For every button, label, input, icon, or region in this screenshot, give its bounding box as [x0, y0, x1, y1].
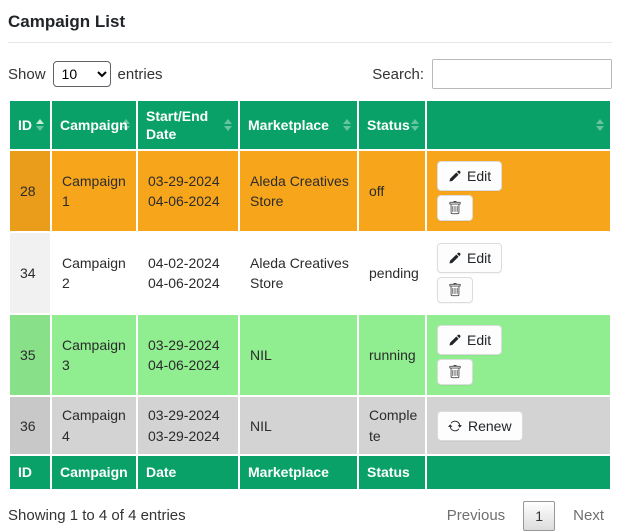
delete-button[interactable] — [437, 277, 473, 304]
cell-actions: Edit — [427, 315, 610, 395]
pencil-icon — [448, 252, 461, 265]
trash-icon — [448, 201, 462, 215]
sort-arrows-icon — [411, 119, 419, 132]
cell-marketplace: Aleda Creatives Store — [250, 173, 349, 210]
edit-button[interactable]: Edit — [437, 161, 503, 192]
cell-date: 03-29-2024 04-06-2024 — [148, 173, 220, 210]
footer-campaign: Campaign — [52, 455, 136, 489]
table-footer-row: ID Campaign Date Marketplace Status — [10, 455, 610, 489]
previous-page-button[interactable]: Previous — [446, 507, 506, 525]
table-bottom-bar: Showing 1 to 4 of 4 entries Previous 1 N… — [8, 500, 612, 531]
cell-id: 36 — [10, 397, 50, 454]
table-header-row: ID Campaign Start/End Date Marketplace — [10, 101, 610, 150]
cell-status: Complete — [369, 407, 418, 444]
sort-arrows-icon — [224, 119, 232, 132]
delete-button[interactable] — [437, 359, 473, 386]
table-row: 34 Campaign 2 04-02-2024 04-06-2024 Aled… — [10, 233, 610, 314]
header-status[interactable]: Status — [359, 101, 425, 150]
search-input[interactable] — [432, 59, 612, 89]
trash-icon — [448, 365, 462, 379]
cell-id: 28 — [10, 151, 50, 232]
cell-actions: Renew — [427, 397, 610, 454]
cell-actions: Edit — [427, 233, 610, 313]
trash-icon — [448, 283, 462, 297]
header-id[interactable]: ID — [10, 101, 50, 150]
pencil-icon — [448, 170, 461, 183]
header-marketplace[interactable]: Marketplace — [240, 101, 357, 150]
cell-date: 03-29-2024 04-06-2024 — [148, 337, 220, 374]
search-label: Search: — [372, 65, 424, 83]
edit-button[interactable]: Edit — [437, 325, 503, 356]
header-actions[interactable] — [427, 101, 610, 150]
sort-arrows-icon — [122, 119, 130, 132]
cell-campaign: Campaign 3 — [62, 337, 126, 374]
cell-campaign: Campaign 2 — [62, 255, 126, 292]
cell-marketplace: Aleda Creatives Store — [250, 255, 349, 292]
next-page-button[interactable]: Next — [573, 507, 604, 525]
campaign-table: ID Campaign Start/End Date Marketplace — [8, 99, 612, 491]
table-row: 36 Campaign 4 03-29-2024 03-29-2024 NIL … — [10, 397, 610, 454]
cell-id: 34 — [10, 233, 50, 314]
title-divider — [8, 42, 612, 43]
pagination: Previous 1 Next — [439, 500, 612, 531]
entries-info: Showing 1 to 4 of 4 entries — [8, 507, 186, 525]
cell-campaign: Campaign 4 — [62, 407, 126, 444]
cell-status: running — [369, 347, 416, 364]
edit-button[interactable]: Edit — [437, 243, 503, 274]
page-size-select[interactable]: 10 — [52, 61, 111, 87]
header-campaign[interactable]: Campaign — [52, 101, 136, 150]
cell-id: 35 — [10, 315, 50, 396]
cell-date: 04-02-2024 04-06-2024 — [148, 255, 220, 292]
footer-status: Status — [359, 455, 425, 489]
footer-marketplace: Marketplace — [240, 455, 357, 489]
cell-marketplace: NIL — [250, 417, 272, 434]
entries-label: entries — [117, 65, 163, 83]
search-control: Search: — [372, 59, 612, 89]
sort-arrows-icon — [343, 119, 351, 132]
cell-campaign: Campaign 1 — [62, 173, 126, 210]
table-controls: Show 10 entries Search: — [8, 59, 612, 89]
cell-actions: Edit — [427, 151, 610, 231]
footer-id: ID — [10, 455, 50, 489]
sort-arrows-icon — [36, 119, 44, 132]
cell-status: off — [369, 183, 385, 200]
refresh-icon — [448, 419, 462, 433]
pencil-icon — [448, 334, 461, 347]
cell-date: 03-29-2024 03-29-2024 — [148, 407, 220, 444]
cell-status: pending — [369, 265, 419, 282]
sort-arrows-icon — [596, 119, 604, 132]
show-label: Show — [8, 65, 46, 83]
footer-actions — [427, 455, 610, 489]
page-length-control: Show 10 entries — [8, 61, 163, 87]
header-start-end-date[interactable]: Start/End Date — [138, 101, 238, 150]
table-row: 35 Campaign 3 03-29-2024 04-06-2024 NIL … — [10, 315, 610, 396]
table-row: 28 Campaign 1 03-29-2024 04-06-2024 Aled… — [10, 151, 610, 232]
page-title: Campaign List — [8, 12, 126, 31]
delete-button[interactable] — [437, 195, 473, 222]
cell-marketplace: NIL — [250, 347, 272, 364]
footer-date: Date — [138, 455, 238, 489]
current-page-button[interactable]: 1 — [523, 500, 556, 531]
renew-button[interactable]: Renew — [437, 410, 523, 441]
